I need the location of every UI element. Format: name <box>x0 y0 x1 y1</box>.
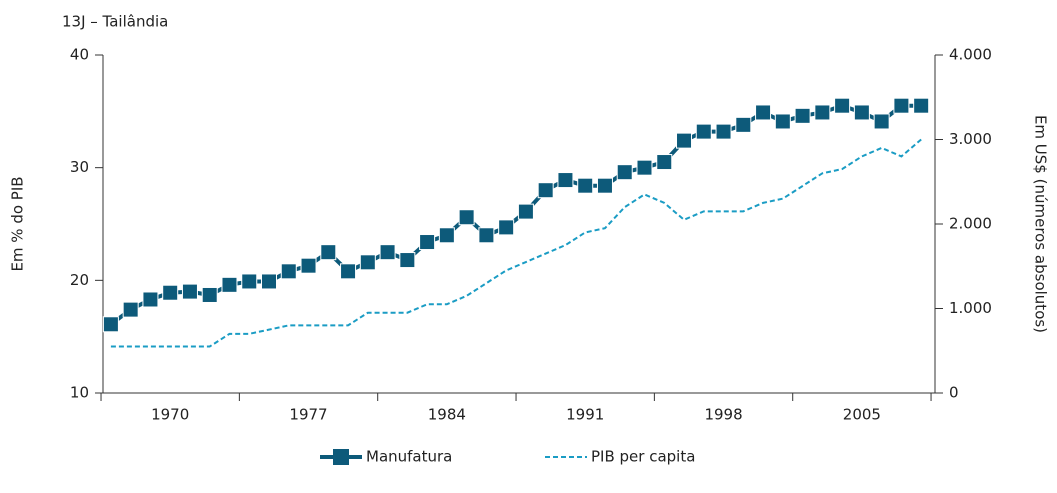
marker <box>853 104 870 121</box>
y2-tick-label: 2.000 <box>949 215 992 233</box>
marker <box>814 104 831 121</box>
marker <box>458 209 475 226</box>
marker <box>419 234 436 251</box>
marker <box>162 284 179 301</box>
chart-title: 13J – Tailândia <box>62 13 168 31</box>
marker <box>616 164 633 181</box>
series-line <box>110 138 922 348</box>
marker <box>537 182 554 199</box>
marker <box>794 107 811 124</box>
marker <box>577 177 594 194</box>
marker <box>438 227 455 244</box>
marker <box>379 244 396 261</box>
marker <box>399 252 416 269</box>
x-tick-label: 1970 <box>151 406 189 424</box>
x-tick-label: 1977 <box>289 406 327 424</box>
y-axis-label: Em % do PIB <box>9 176 27 271</box>
legend-label: PIB per capita <box>591 448 695 466</box>
marker <box>300 257 317 274</box>
marker <box>320 244 337 261</box>
x-tick-label: 1991 <box>566 406 604 424</box>
marker <box>636 159 653 176</box>
marker <box>122 301 139 318</box>
y2-tick-label: 1.000 <box>949 299 992 317</box>
marker <box>478 227 495 244</box>
marker <box>221 276 238 293</box>
marker <box>676 132 693 149</box>
marker <box>102 316 119 333</box>
marker <box>261 273 278 290</box>
marker <box>498 219 515 236</box>
y2-axis-label: Em US$ (números absolutos) <box>1032 115 1050 333</box>
marker <box>695 123 712 140</box>
marker <box>340 263 357 280</box>
y2-tick-label: 3.000 <box>949 130 992 148</box>
x-tick-label: 1998 <box>704 406 742 424</box>
y2-tick-label: 4.000 <box>949 46 992 64</box>
x-tick-label: 1984 <box>428 406 466 424</box>
y-tick-label: 20 <box>70 271 89 289</box>
marker <box>873 113 890 130</box>
marker <box>557 172 574 189</box>
marker <box>715 123 732 140</box>
marker <box>280 263 297 280</box>
y-tick-label: 10 <box>70 384 89 402</box>
marker <box>735 116 752 133</box>
marker <box>913 97 930 114</box>
y2-tick-label: 0 <box>949 384 959 402</box>
legend-label: Manufatura <box>366 448 452 466</box>
marker <box>201 286 218 303</box>
y-tick-label: 40 <box>70 46 89 64</box>
marker <box>596 177 613 194</box>
marker <box>142 291 159 308</box>
marker <box>755 104 772 121</box>
marker <box>359 254 376 271</box>
marker <box>241 273 258 290</box>
marker <box>656 154 673 171</box>
y-tick-label: 30 <box>70 158 89 176</box>
legend-marker <box>333 449 349 465</box>
marker <box>893 97 910 114</box>
marker <box>181 283 198 300</box>
marker <box>517 203 534 220</box>
x-tick-label: 2005 <box>843 406 881 424</box>
marker <box>834 97 851 114</box>
marker <box>774 113 791 130</box>
